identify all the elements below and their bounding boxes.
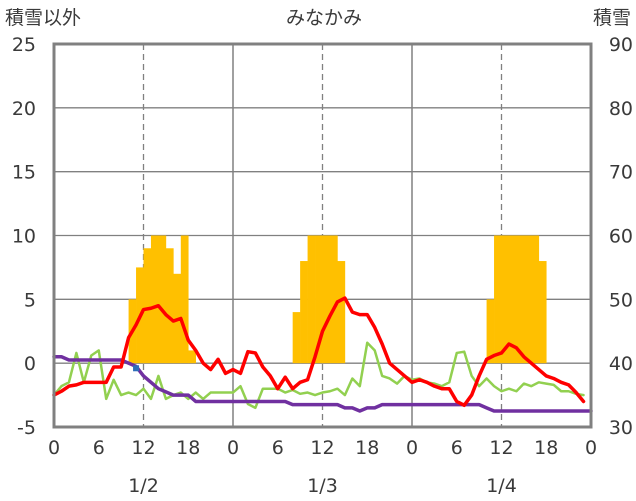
x-tick-label: 12 xyxy=(489,437,513,459)
x-tick-label: 6 xyxy=(272,437,284,459)
x-tick-label: 0 xyxy=(48,437,60,459)
x-tick-label: 0 xyxy=(585,437,597,459)
bar xyxy=(337,261,346,364)
bar xyxy=(538,261,547,364)
y-right-axis-title: 積雪 xyxy=(593,7,631,29)
snow-depth-line xyxy=(52,355,593,413)
bar xyxy=(508,235,517,364)
bar xyxy=(329,235,338,364)
x-tick-label: 0 xyxy=(227,437,239,459)
date-label: 1/2 xyxy=(128,475,159,497)
y-left-tick-label: 5 xyxy=(24,289,36,311)
bar xyxy=(300,261,308,364)
x-tick-label: 18 xyxy=(176,437,200,459)
bar xyxy=(322,235,331,364)
chart-title: みなかみ xyxy=(286,7,362,29)
bar xyxy=(143,248,152,364)
bar xyxy=(531,235,540,364)
bar xyxy=(150,235,159,364)
y-left-tick-label: 0 xyxy=(24,353,36,375)
bar xyxy=(494,235,502,364)
y-right-tick-label: 80 xyxy=(609,98,633,120)
x-tick-label: 6 xyxy=(93,437,105,459)
bar xyxy=(158,235,167,364)
bar xyxy=(180,235,189,364)
bar xyxy=(307,235,316,364)
y-right-tick-label: 90 xyxy=(609,34,633,56)
date-label: 1/3 xyxy=(307,475,338,497)
bar xyxy=(315,235,323,364)
x-tick-label: 18 xyxy=(534,437,558,459)
bar xyxy=(292,312,301,364)
y-left-axis-title: 積雪以外 xyxy=(5,7,81,29)
bar xyxy=(523,235,532,364)
temperature-line xyxy=(52,296,586,408)
y-left-tick-label: -5 xyxy=(17,417,36,439)
marker-point xyxy=(133,365,140,372)
bar xyxy=(188,350,197,364)
y-right-tick-label: 70 xyxy=(609,162,633,184)
y-right-tick-label: 40 xyxy=(609,353,633,375)
y-right-tick-label: 60 xyxy=(609,226,633,248)
x-tick-label: 12 xyxy=(310,437,334,459)
y-left-tick-label: 25 xyxy=(12,34,36,56)
x-tick-label: 12 xyxy=(131,437,155,459)
y-right-tick-label: 30 xyxy=(609,417,633,439)
bar xyxy=(486,299,495,364)
y-right-tick-label: 50 xyxy=(609,289,633,311)
bar xyxy=(165,248,174,364)
bar xyxy=(516,235,525,364)
green-line xyxy=(52,341,585,410)
y-left-tick-label: 20 xyxy=(12,98,36,120)
x-tick-label: 18 xyxy=(355,437,379,459)
y-left-tick-label: 15 xyxy=(12,162,36,184)
x-tick-label: 0 xyxy=(406,437,418,459)
y-left-tick-label: 10 xyxy=(12,226,36,248)
x-tick-label: 6 xyxy=(451,437,463,459)
line-series xyxy=(52,296,593,413)
bar xyxy=(501,235,510,364)
date-label: 1/4 xyxy=(486,475,517,497)
plot-frame xyxy=(52,42,593,429)
